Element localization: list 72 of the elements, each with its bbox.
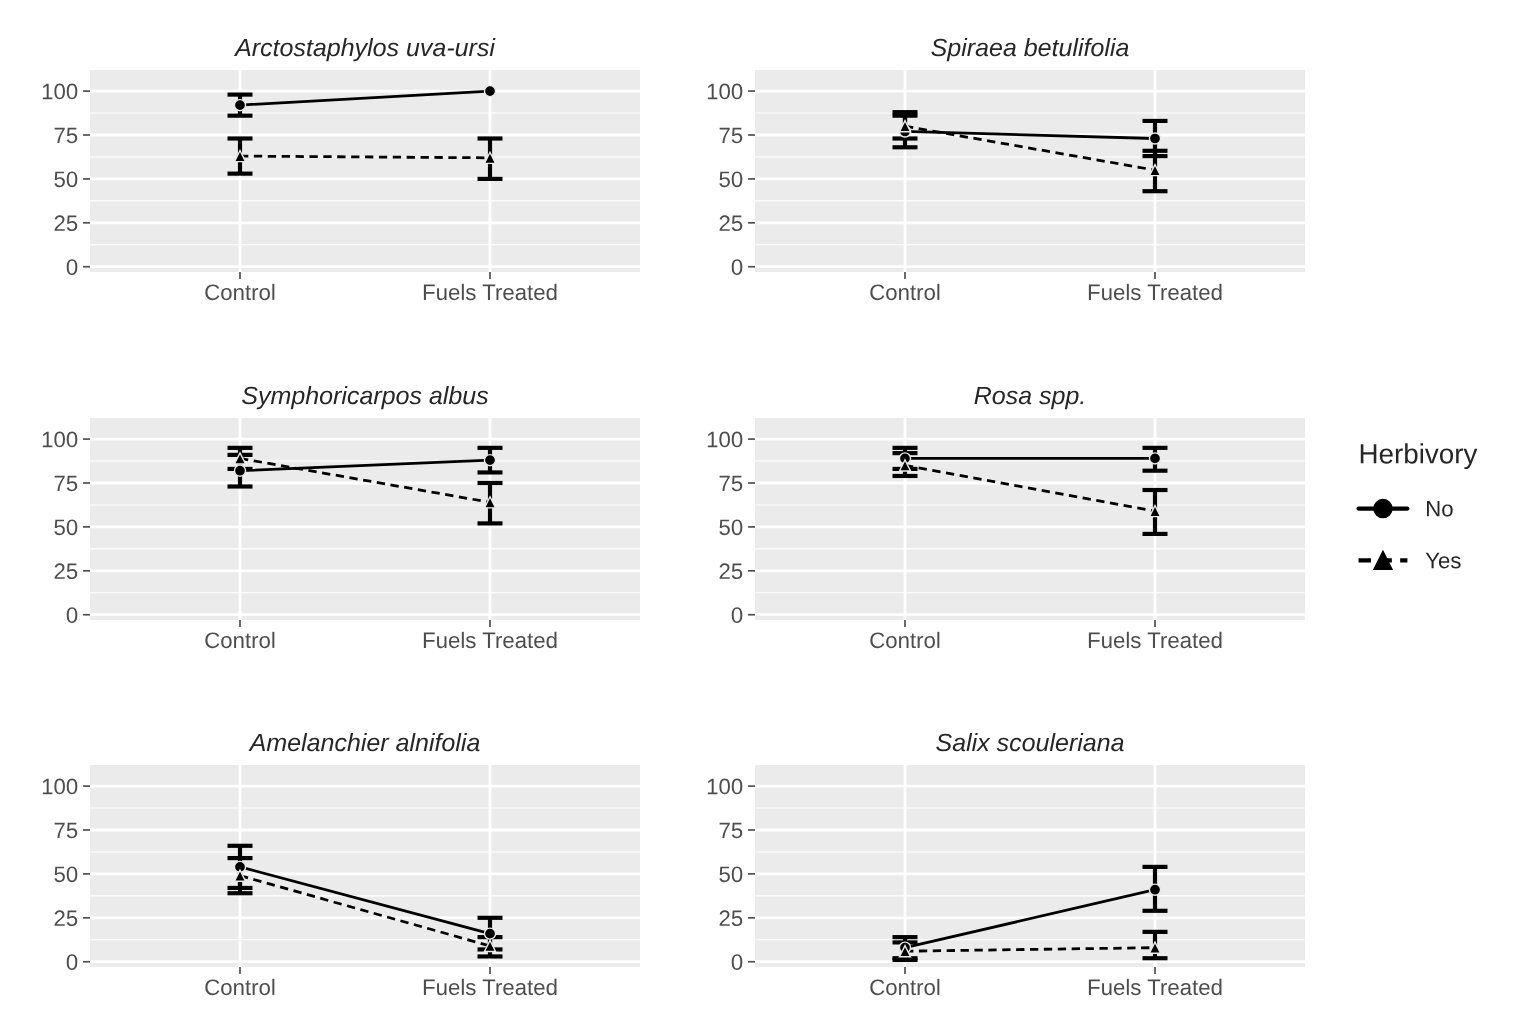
x-tick-label: Fuels Treated <box>423 978 557 996</box>
point <box>898 119 912 133</box>
y-tick-label: 0 <box>731 954 743 970</box>
chart-title: Arctostaphylos uva-ursi <box>233 37 496 62</box>
legend-title: Herbivory <box>1360 443 1478 470</box>
point <box>483 151 497 165</box>
y-tick-label: 50 <box>54 171 78 188</box>
point <box>483 939 497 953</box>
y-tick-label: 25 <box>719 910 743 927</box>
x-tick-label: Control <box>205 283 275 301</box>
x-tick-label: Control <box>205 631 275 649</box>
y-tick-label: 75 <box>719 822 743 839</box>
x-tick-label: Control <box>870 978 940 996</box>
chart-title: Rosa spp. <box>974 386 1084 410</box>
y-tick-label: 100 <box>42 83 78 100</box>
point <box>233 860 247 874</box>
legend-label: No <box>1427 501 1453 517</box>
y-tick-label: 0 <box>731 259 743 275</box>
legend-label: Yes <box>1425 552 1461 569</box>
y-tick-label: 100 <box>707 431 743 448</box>
y-tick-label: 0 <box>66 259 78 275</box>
x-tick-label: Fuels Treated <box>423 631 557 649</box>
x-tick-label: Fuels Treated <box>1088 283 1222 301</box>
point <box>483 496 497 509</box>
point <box>233 869 247 882</box>
point <box>483 927 497 940</box>
y-tick-label: 75 <box>54 822 78 839</box>
y-tick-label: 75 <box>54 127 78 144</box>
y-tick-label: 0 <box>66 607 78 623</box>
x-tick-label: Fuels Treated <box>1088 978 1222 996</box>
x-tick-label: Fuels Treated <box>1088 631 1222 649</box>
y-tick-label: 25 <box>54 563 78 580</box>
point <box>1148 941 1162 954</box>
y-tick-label: 100 <box>707 778 743 795</box>
chart-title: Amelanchier alnifolia <box>248 732 480 752</box>
point <box>233 98 247 112</box>
chart-title: Symphoricarpos albus <box>242 385 489 410</box>
y-tick-label: 25 <box>719 215 743 232</box>
y-tick-label: 75 <box>719 475 743 492</box>
y-tick-label: 100 <box>707 83 743 100</box>
x-tick-label: Control <box>870 631 940 649</box>
y-tick-label: 50 <box>719 519 743 536</box>
point <box>233 452 247 465</box>
y-tick-label: 25 <box>54 910 78 927</box>
point <box>1148 504 1162 518</box>
point <box>483 84 497 98</box>
y-tick-label: 100 <box>42 778 78 795</box>
y-tick-label: 50 <box>54 519 78 536</box>
x-tick-label: Control <box>205 978 275 996</box>
y-tick-label: 0 <box>66 954 78 970</box>
y-tick-label: 25 <box>54 215 78 232</box>
point <box>898 944 912 958</box>
point <box>233 464 247 477</box>
chart-title: Spiraea betulifolia <box>931 37 1129 62</box>
point <box>1148 163 1162 177</box>
y-tick-label: 50 <box>719 866 743 883</box>
x-tick-label: Control <box>870 283 940 301</box>
y-tick-label: 100 <box>42 431 78 448</box>
point <box>1148 132 1162 145</box>
point <box>1148 883 1162 896</box>
x-tick-label: Fuels Treated <box>423 283 557 301</box>
y-tick-label: 25 <box>719 563 743 580</box>
y-tick-label: 75 <box>719 127 743 144</box>
y-tick-label: 75 <box>54 475 78 492</box>
y-tick-label: 50 <box>719 171 743 188</box>
point <box>1148 452 1162 465</box>
chart-title: Salix scouleriana <box>936 732 1124 752</box>
y-tick-label: 50 <box>54 866 78 883</box>
y-tick-label: 0 <box>731 607 743 623</box>
point <box>898 459 912 472</box>
point <box>233 149 247 163</box>
point <box>483 453 497 467</box>
